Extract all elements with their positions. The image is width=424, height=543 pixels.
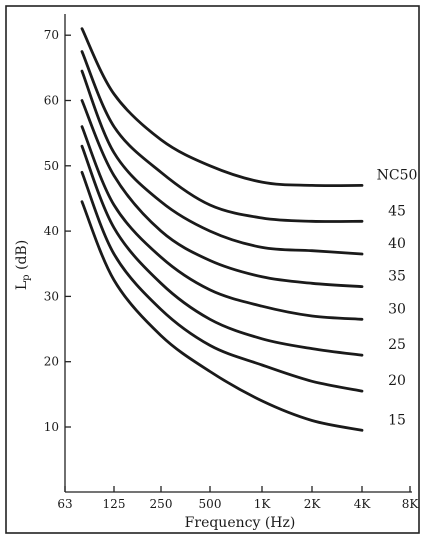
chart-frame [5, 5, 420, 534]
y-tick-label: 70 [44, 28, 59, 42]
nc-curves [80, 27, 364, 432]
series-labels: NC50 45 40 35 30 25 20 15 [377, 167, 418, 428]
nc-curve-20 [80, 170, 364, 393]
y-ticks: 10 20 30 40 50 60 70 [44, 28, 71, 434]
x-tick-label: 125 [103, 497, 126, 511]
nc-curve-15 [80, 200, 364, 432]
y-tick-label: 50 [44, 159, 59, 173]
x-tick-label: 8K [402, 497, 420, 511]
x-tick-label: 63 [57, 497, 72, 511]
y-tick-label: 10 [44, 420, 59, 434]
x-tick-label: 2K [304, 497, 322, 511]
nc-curve-30 [80, 125, 364, 321]
x-tick-label: 1K [254, 497, 272, 511]
x-tick-label: 250 [150, 497, 173, 511]
series-label-25: 25 [388, 337, 406, 353]
series-label-nc50: NC50 [377, 167, 418, 183]
series-label-35: 35 [388, 269, 406, 285]
y-tick-label: 20 [44, 355, 59, 369]
y-axis-title: Lp (dB) [14, 240, 32, 290]
nc-curve-nc50 [80, 27, 364, 188]
nc-curve-35 [80, 99, 364, 288]
nc-curve-40 [80, 69, 364, 256]
series-label-45: 45 [388, 203, 406, 219]
series-label-15: 15 [388, 412, 406, 428]
x-tick-label: 4K [354, 497, 372, 511]
series-label-30: 30 [388, 301, 406, 317]
x-tick-label: 500 [199, 497, 222, 511]
y-tick-label: 60 [44, 94, 59, 108]
x-ticks: 63 125 250 500 1K 2K 4K 8K [57, 486, 419, 511]
y-tick-label: 30 [44, 289, 59, 303]
series-label-20: 20 [388, 373, 406, 389]
series-label-40: 40 [388, 236, 406, 252]
nc-curve-45 [80, 50, 364, 223]
y-tick-label: 40 [44, 224, 59, 238]
x-axis-title: Frequency (Hz) [185, 515, 296, 531]
nc-curve-25 [80, 144, 364, 357]
